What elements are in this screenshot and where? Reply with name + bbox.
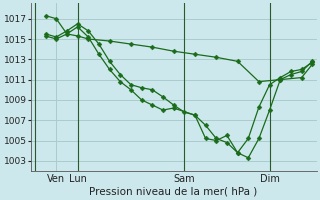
X-axis label: Pression niveau de la mer( hPa ): Pression niveau de la mer( hPa ) [90,187,258,197]
